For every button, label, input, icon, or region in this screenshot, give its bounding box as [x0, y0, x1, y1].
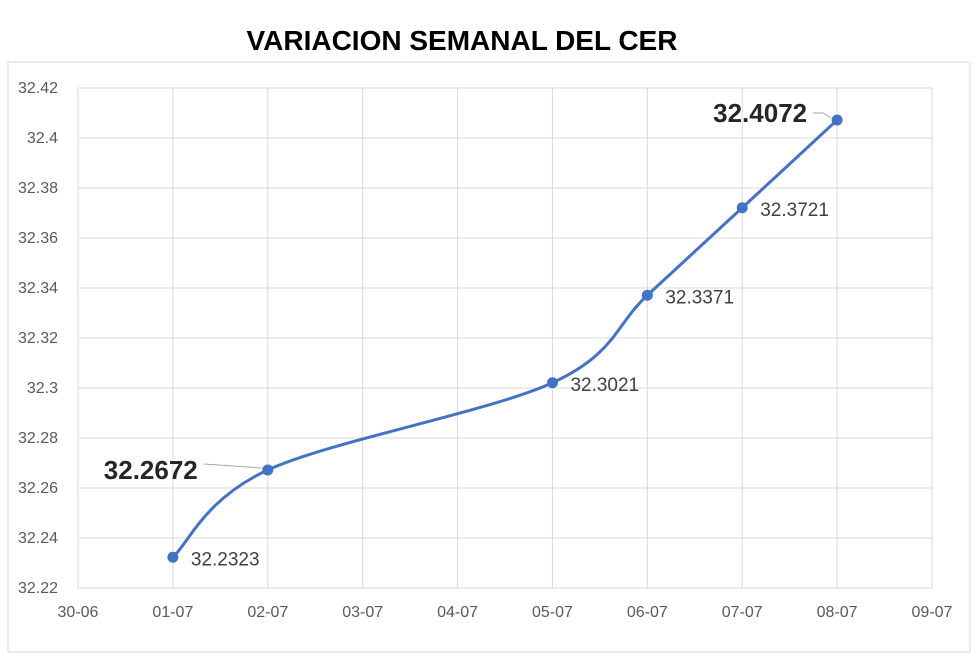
data-point	[831, 114, 843, 126]
chart-title: VARIACION SEMANAL DEL CER	[247, 25, 678, 56]
data-point	[546, 377, 558, 389]
data-label: 32.4072	[713, 98, 807, 128]
label-leader-line	[203, 463, 262, 469]
label-leader-line	[813, 112, 832, 119]
y-axis-ticks: 32.22 32.24 32.26 32.28 32.3 32.32 32.34 32.36 3…	[18, 80, 58, 597]
y-tick-label: 32.28	[18, 430, 58, 447]
data-label: 32.2323	[191, 549, 260, 570]
y-tick-label: 32.38	[18, 180, 58, 197]
data-points	[167, 114, 843, 563]
horizontal-gridlines	[78, 87, 932, 589]
y-tick-label: 32.34	[18, 280, 58, 297]
y-tick-label: 32.26	[18, 480, 58, 497]
x-tick-label: 07-07	[722, 604, 763, 621]
data-point	[262, 464, 274, 476]
x-tick-label: 09-07	[912, 604, 953, 621]
y-tick-label: 32.42	[18, 80, 58, 97]
x-tick-label: 30-06	[58, 604, 99, 621]
x-tick-label: 05-07	[532, 604, 573, 621]
x-tick-label: 06-07	[627, 604, 668, 621]
y-tick-label: 32.4	[27, 130, 58, 147]
data-labels: 32.2323 32.2672 32.3021 32.3371 32.3721 32.40…	[104, 98, 829, 570]
x-tick-label: 02-07	[247, 604, 288, 621]
x-tick-label: 08-07	[817, 604, 858, 621]
data-label: 32.3721	[760, 200, 829, 221]
data-point	[641, 289, 653, 301]
vertical-gridlines	[77, 88, 933, 588]
data-point	[167, 551, 179, 563]
data-label: 32.3371	[665, 287, 734, 308]
data-label: 32.3021	[570, 375, 639, 396]
x-tick-label: 04-07	[437, 604, 478, 621]
x-axis-ticks: 30-06 01-07 02-07 03-07 04-07 05-07 06-07 07-07…	[58, 604, 953, 621]
y-tick-label: 32.36	[18, 230, 58, 247]
data-point	[736, 202, 748, 214]
y-tick-label: 32.24	[18, 530, 58, 547]
y-tick-label: 32.3	[27, 380, 58, 397]
y-tick-label: 32.32	[18, 330, 58, 347]
x-tick-label: 03-07	[342, 604, 383, 621]
data-label: 32.2672	[104, 455, 198, 485]
label-leader-lines	[203, 112, 832, 469]
y-tick-label: 32.22	[18, 580, 58, 597]
chart-border	[7, 61, 971, 653]
x-tick-label: 01-07	[152, 604, 193, 621]
